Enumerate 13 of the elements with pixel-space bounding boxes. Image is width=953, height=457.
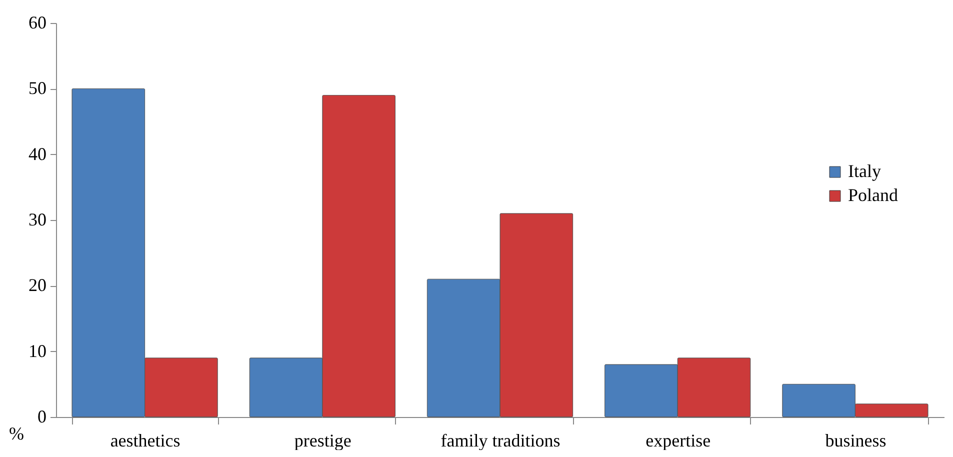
legend-label: Italy	[848, 161, 881, 181]
y-axis-title: %	[9, 424, 24, 444]
y-tick-label: 0	[38, 406, 46, 426]
y-tick-label: 60	[28, 12, 46, 32]
x-tick-label: aesthetics	[110, 430, 180, 450]
x-tick-label: expertise	[646, 430, 711, 450]
y-tick-label: 40	[28, 144, 46, 164]
x-tick-label: business	[825, 430, 886, 450]
y-tick-label: 50	[28, 78, 46, 98]
y-tick-label: 10	[28, 340, 46, 361]
y-tick-label: 30	[28, 210, 46, 230]
legend-label: Poland	[848, 185, 898, 205]
y-tick-label: 20	[28, 275, 46, 296]
